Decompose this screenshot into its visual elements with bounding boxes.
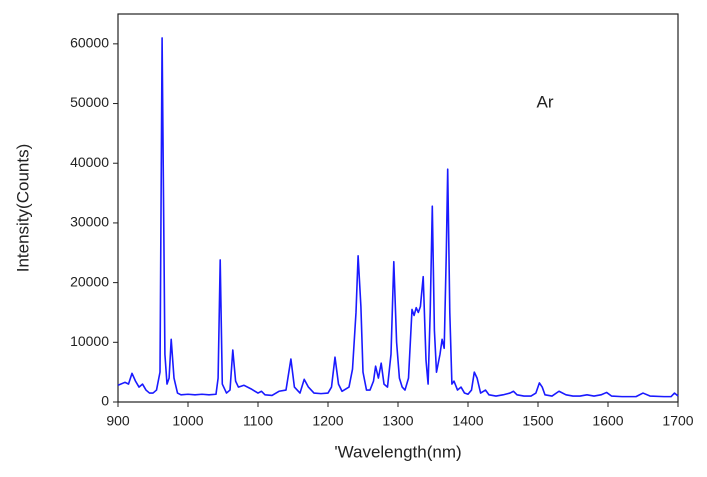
y-tick-label: 20000 [70,273,109,289]
x-tick-label: 1200 [312,413,343,429]
x-tick-label: 1500 [522,413,553,429]
x-tick-label: 1600 [592,413,623,429]
y-tick-label: 60000 [70,35,109,51]
x-tick-label: 1700 [662,413,693,429]
y-axis-title: Intensity(Counts) [13,144,32,273]
annotation: Ar [537,92,554,111]
y-tick-label: 30000 [70,214,109,230]
x-tick-label: 1000 [172,413,203,429]
x-tick-label: 1400 [452,413,483,429]
y-tick-label: 10000 [70,333,109,349]
y-tick-label: 0 [101,393,109,409]
y-tick-label: 40000 [70,154,109,170]
x-tick-label: 1100 [243,413,273,429]
plot-frame [117,13,679,403]
x-axis-title: 'Wavelength(nm) [334,442,461,461]
x-tick-label: 900 [106,413,130,429]
spectrum-line [117,37,679,398]
x-tick-label: 1300 [382,413,413,429]
y-tick-label: 50000 [70,94,109,110]
